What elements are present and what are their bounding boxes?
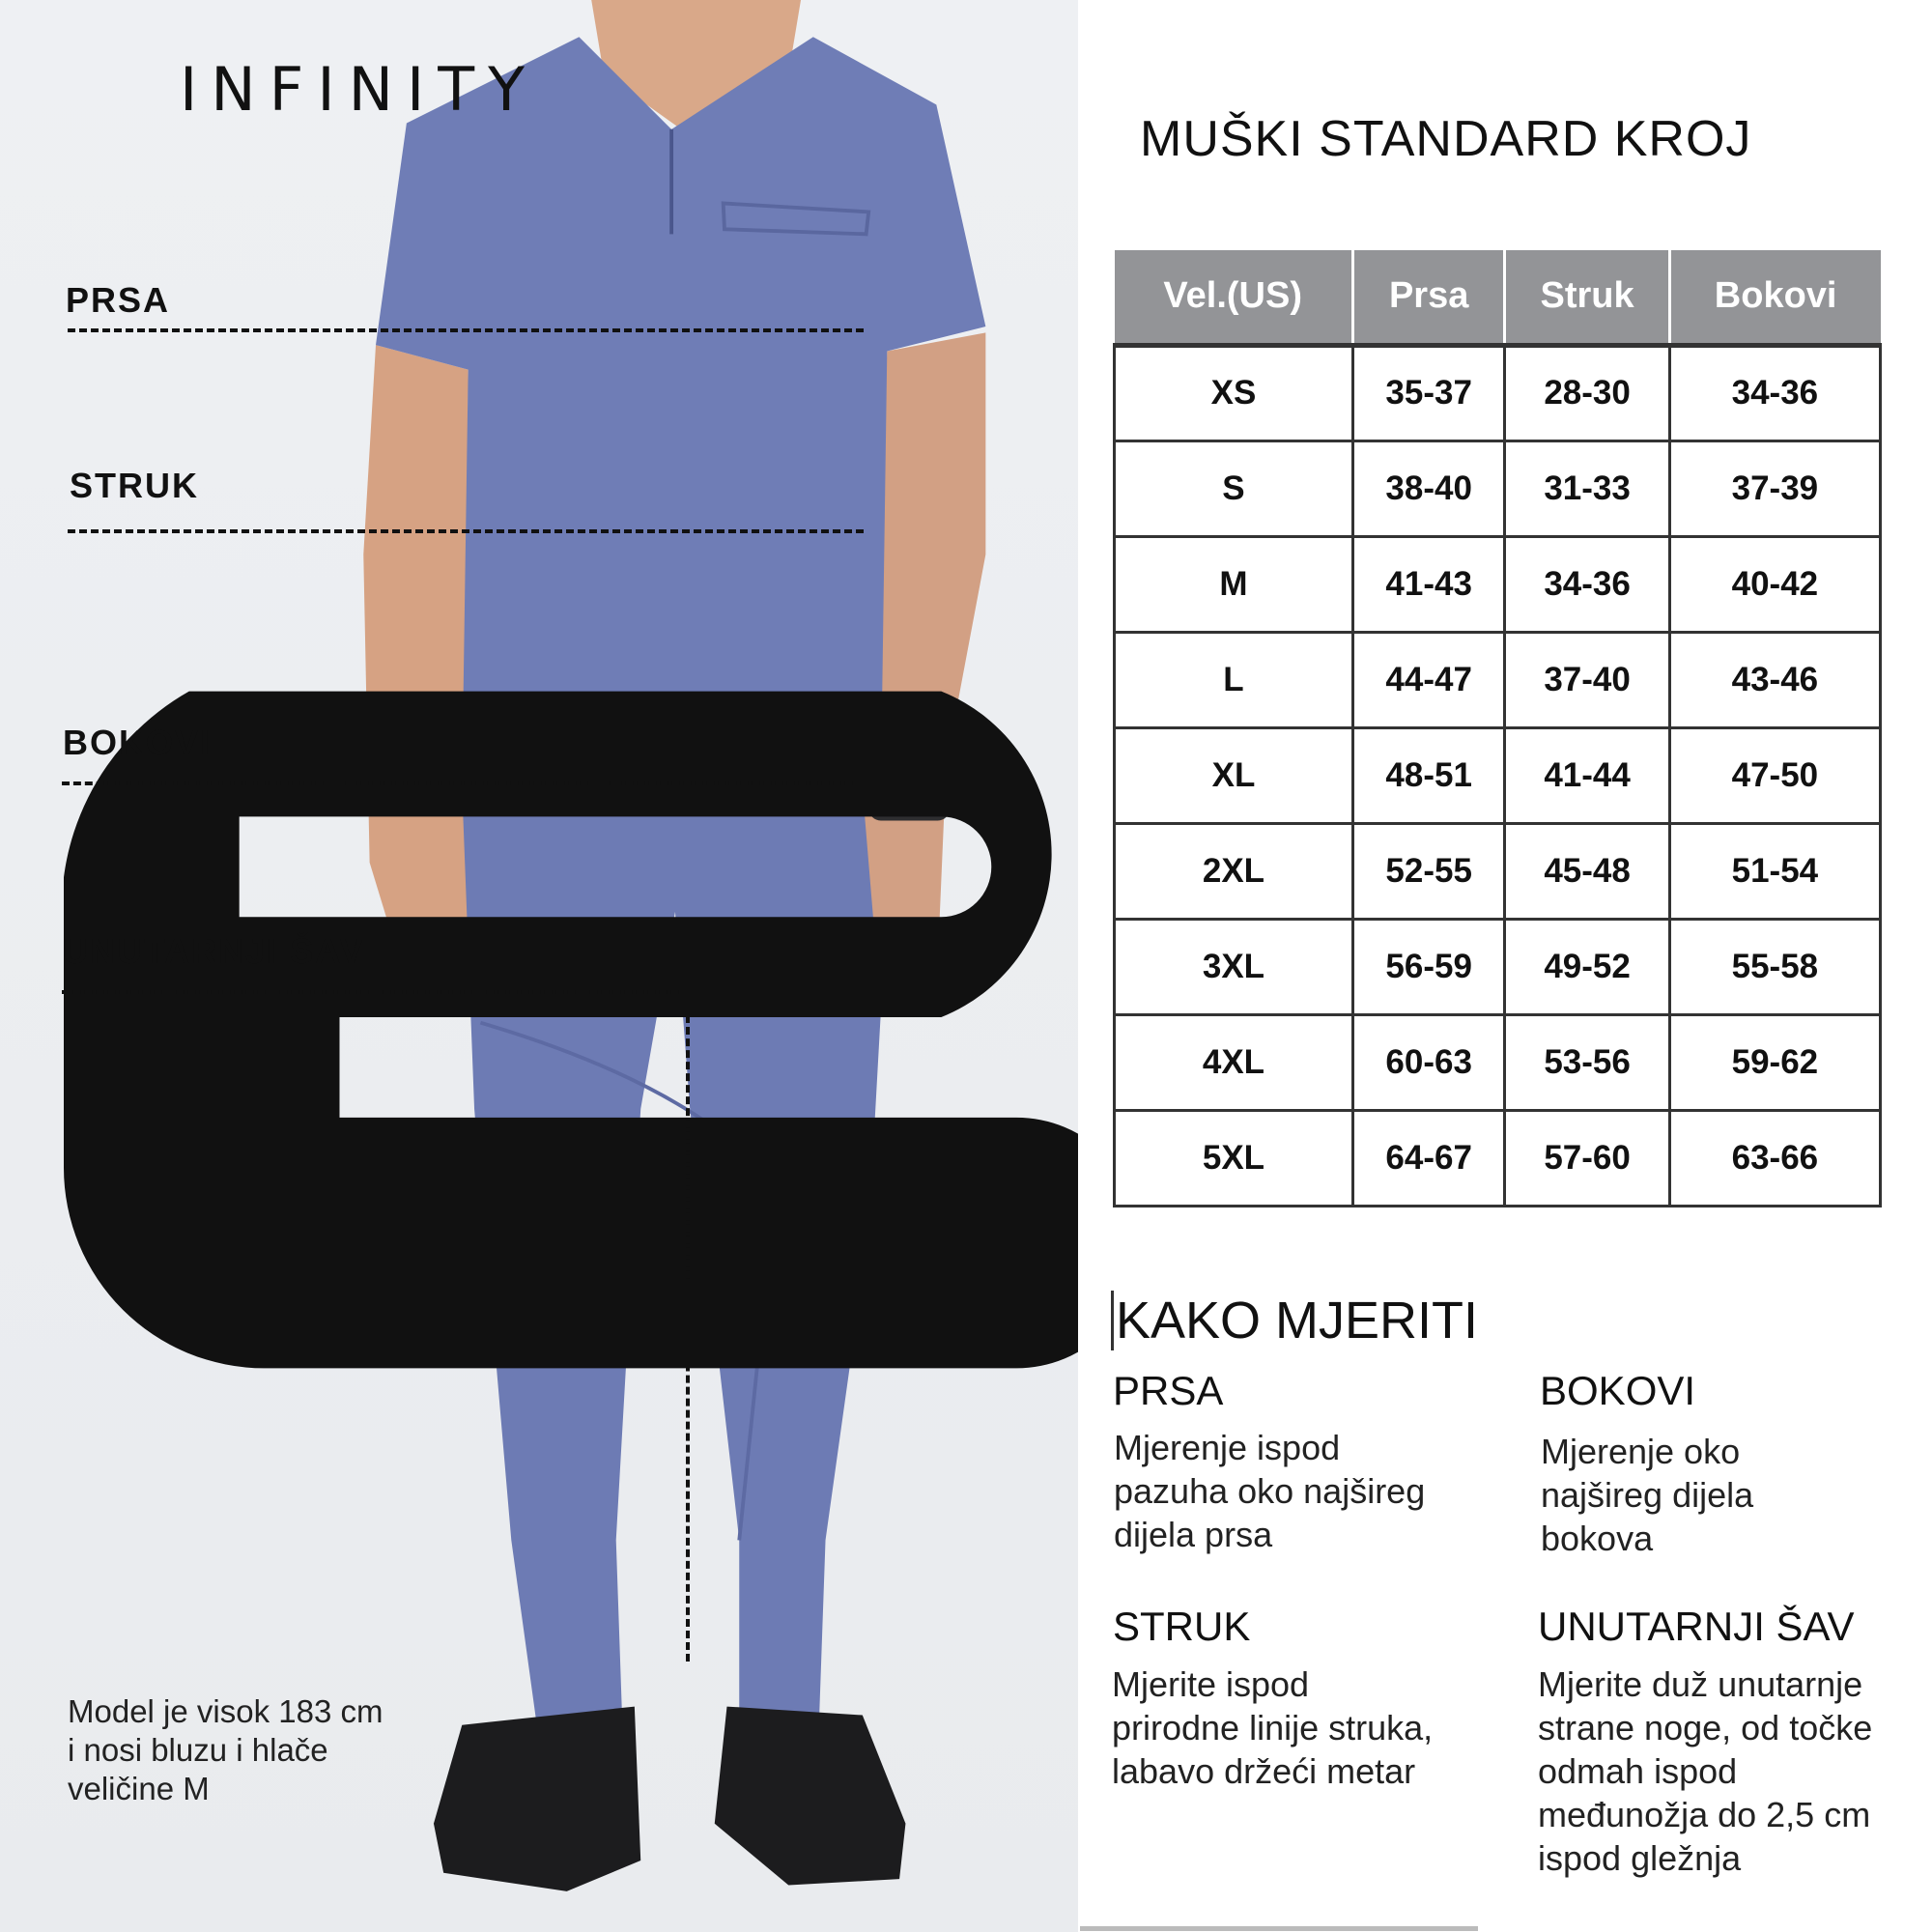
size-cell: XS — [1113, 343, 1354, 442]
how-to-bokovi-heading: BOKOVI — [1540, 1368, 1696, 1413]
pants — [462, 788, 881, 1719]
measurement-cell: 55-58 — [1667, 917, 1883, 1016]
text-line: strane noge, od točke — [1538, 1708, 1873, 1747]
text-line: ispod gležnja — [1538, 1838, 1742, 1878]
right-shoe — [714, 1706, 906, 1886]
measurement-cell: 56-59 — [1350, 917, 1507, 1016]
label-bokovi: BOKOVI — [63, 723, 213, 762]
measurement-cell: 37-39 — [1667, 439, 1883, 538]
text-line: bokova — [1541, 1519, 1654, 1558]
table-row: XL 48-51 41-44 47-50 — [1113, 725, 1883, 825]
measurement-cell: 43-46 — [1667, 630, 1883, 729]
model-photo: INFINITY PRSA STRUK BOKOVI UNUTARNJI ŠAV… — [0, 0, 1078, 1932]
size-cell: M — [1113, 534, 1354, 634]
model-note-line: Model je visok 183 cm — [68, 1693, 384, 1729]
measurement-cell: 51-54 — [1667, 821, 1883, 921]
measurement-cell: 63-66 — [1667, 1108, 1883, 1208]
measurement-cell: 48-51 — [1350, 725, 1507, 825]
logo-icon — [64, 64, 1078, 1368]
text-line: pazuha oko najšireg — [1114, 1471, 1426, 1511]
text-line: odmah ispod — [1538, 1751, 1738, 1791]
measurement-cell: 34-36 — [1667, 343, 1883, 442]
text-line: Mjerite ispod — [1112, 1664, 1310, 1704]
measurement-cell: 35-37 — [1350, 343, 1507, 442]
measurement-cell: 41-44 — [1503, 725, 1671, 825]
measurement-cell: 40-42 — [1667, 534, 1883, 634]
inseam-line-vertical — [686, 992, 690, 1662]
measurement-cell: 41-43 — [1350, 534, 1507, 634]
column-header: Vel.(US) — [1114, 250, 1353, 348]
waist-line — [68, 529, 864, 533]
model-note-line: veličine M — [68, 1771, 210, 1806]
measurement-cell: 34-36 — [1503, 534, 1671, 634]
measurement-cell: 64-67 — [1350, 1108, 1507, 1208]
how-to-struk-text: Mjerite ispod prirodne linije struka, la… — [1112, 1662, 1433, 1793]
label-prsa: PRSA — [66, 280, 171, 320]
model-figure — [363, 0, 986, 1891]
measurement-cell: 47-50 — [1667, 725, 1883, 825]
chest-line — [68, 328, 864, 332]
text-line: prirodne linije struka, — [1112, 1708, 1434, 1747]
text-line: Mjerenje ispod — [1114, 1428, 1341, 1467]
how-to-inseam-text: Mjerite duž unutarnje strane noge, od to… — [1538, 1662, 1872, 1880]
measurement-cell: 53-56 — [1503, 1012, 1671, 1112]
measurement-cell: 37-40 — [1503, 630, 1671, 729]
measurement-cell: 60-63 — [1350, 1012, 1507, 1112]
left-arm — [363, 345, 478, 974]
left-shoe — [433, 1706, 641, 1891]
column-header: Bokovi — [1667, 250, 1881, 348]
table-row: XS 35-37 28-30 34-36 — [1113, 343, 1883, 442]
text-line: Mjerenje oko — [1541, 1432, 1741, 1471]
measurement-cell: 49-52 — [1503, 917, 1671, 1016]
text-line: međunožja do 2,5 cm — [1538, 1795, 1871, 1834]
table-row: L 44-47 37-40 43-46 — [1113, 630, 1883, 729]
measurement-cell: 45-48 — [1503, 821, 1671, 921]
size-cell: XL — [1113, 725, 1354, 825]
table-row: M 41-43 34-36 40-42 — [1113, 534, 1883, 634]
table-row: 4XL 60-63 53-56 59-62 — [1113, 1012, 1883, 1112]
size-cell: 5XL — [1113, 1108, 1354, 1208]
divider — [1080, 1926, 1478, 1931]
measurement-cell: 31-33 — [1503, 439, 1671, 538]
measurement-cell: 38-40 — [1350, 439, 1507, 538]
size-cell: 3XL — [1113, 917, 1354, 1016]
table-row: S 38-40 31-33 37-39 — [1113, 439, 1883, 538]
size-cell: S — [1113, 439, 1354, 538]
inseam-line-horizontal — [62, 990, 690, 994]
size-cell: L — [1113, 630, 1354, 729]
column-header: Prsa — [1350, 250, 1505, 348]
model-note-line: i nosi bluzu i hlače — [68, 1732, 328, 1768]
page-title: MUŠKI STANDARD KROJ — [1140, 111, 1752, 167]
text-line: dijela prsa — [1114, 1515, 1273, 1554]
how-to-bokovi-text: Mjerenje oko najšireg dijela bokova — [1541, 1430, 1753, 1560]
how-to-inseam-heading: UNUTARNJI ŠAV — [1538, 1604, 1855, 1649]
size-cell: 2XL — [1113, 821, 1354, 921]
measurement-cell: 28-30 — [1503, 343, 1671, 442]
how-to-struk-heading: STRUK — [1113, 1604, 1251, 1649]
label-struk: STRUK — [70, 466, 199, 505]
measurement-cell: 57-60 — [1503, 1108, 1671, 1208]
label-inseam: UNUTARNJI ŠAV — [63, 931, 365, 971]
column-header: Struk — [1503, 250, 1670, 348]
shirt — [376, 37, 986, 782]
size-table: Vel.(US) Prsa Struk Bokovi XS 35-37 28-30 34-3… — [1113, 250, 1883, 1208]
brand-logo: INFINITY — [64, 54, 1078, 1368]
text-line: Mjerite duž unutarnje — [1538, 1664, 1863, 1704]
measurement-cell: 44-47 — [1350, 630, 1507, 729]
measurement-cell: 52-55 — [1350, 821, 1507, 921]
how-to-title: KAKO MJERITI — [1111, 1291, 1478, 1350]
table-row: 2XL 52-55 45-48 51-54 — [1113, 821, 1883, 921]
model-note: Model je visok 183 cm i nosi bluzu i hla… — [68, 1692, 383, 1808]
table-row: 5XL 64-67 57-60 63-66 — [1113, 1108, 1883, 1208]
table-row: 3XL 56-59 49-52 55-58 — [1113, 917, 1883, 1016]
size-cell: 4XL — [1113, 1012, 1354, 1112]
table-header-row: Vel.(US) Prsa Struk Bokovi — [1114, 250, 1881, 348]
hip-line — [62, 781, 864, 785]
brand-name: INFINITY — [180, 54, 539, 125]
how-to-prsa-text: Mjerenje ispod pazuha oko najšireg dijel… — [1114, 1426, 1425, 1556]
text-line: labavo držeći metar — [1112, 1751, 1416, 1791]
measurement-cell: 59-62 — [1667, 1012, 1883, 1112]
text-line: najšireg dijela — [1541, 1475, 1754, 1515]
how-to-prsa-heading: PRSA — [1113, 1368, 1224, 1413]
